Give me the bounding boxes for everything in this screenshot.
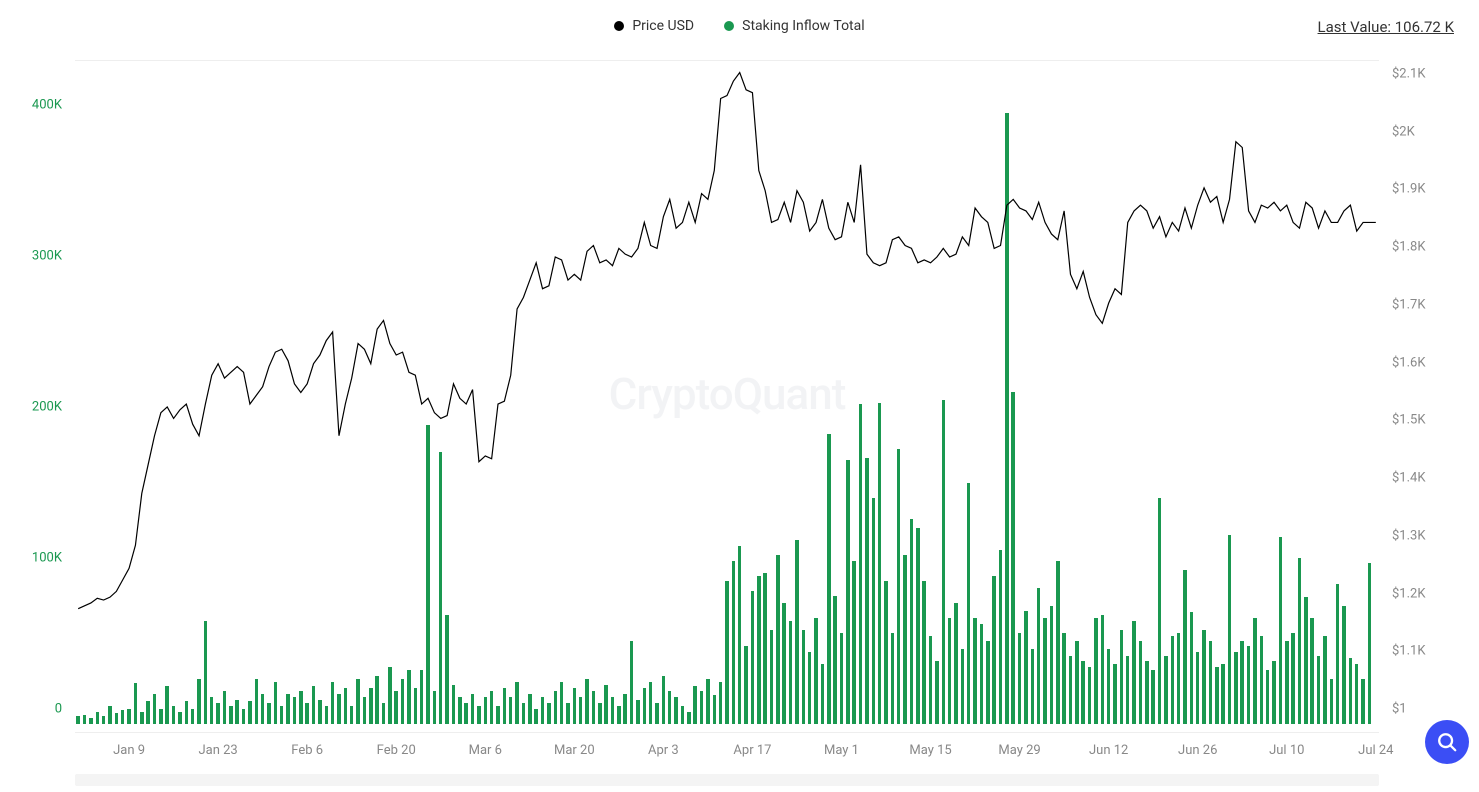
x-tick: Mar 20 — [554, 743, 595, 758]
y-right-tick: $1 — [1392, 702, 1407, 717]
magnifier-icon — [1436, 731, 1458, 753]
x-tick: Jun 26 — [1178, 743, 1217, 758]
y-axis-left: 0 100K 200K 300K 400K — [0, 60, 70, 724]
chart-container: Price USD Staking Inflow Total Last Valu… — [0, 0, 1479, 792]
x-tick: Feb 20 — [377, 743, 416, 758]
y-left-tick: 400K — [32, 98, 62, 113]
x-tick: Jan 23 — [198, 743, 237, 758]
legend-label-price: Price USD — [632, 18, 694, 34]
legend-label-staking: Staking Inflow Total — [742, 18, 865, 34]
y-right-tick: $1.4K — [1392, 471, 1426, 486]
y-left-tick: 100K — [32, 551, 62, 566]
y-right-tick: $2.1K — [1392, 66, 1426, 81]
legend-dot-price — [614, 21, 624, 31]
last-value-label[interactable]: Last Value: 106.72 K — [1318, 18, 1454, 36]
x-tick: Jan 9 — [113, 743, 145, 758]
x-tick: Mar 6 — [469, 743, 502, 758]
y-right-tick: $1.8K — [1392, 240, 1426, 255]
zoom-button[interactable] — [1425, 720, 1469, 764]
legend-dot-staking — [724, 21, 734, 31]
x-tick: Apr 17 — [733, 743, 771, 758]
legend-item-price[interactable]: Price USD — [614, 18, 694, 34]
x-tick: May 29 — [998, 743, 1040, 758]
x-tick: Jun 12 — [1089, 743, 1128, 758]
x-tick: Apr 3 — [648, 743, 679, 758]
range-navigator[interactable] — [75, 774, 1379, 786]
x-tick: May 1 — [824, 743, 859, 758]
x-tick: May 15 — [909, 743, 951, 758]
y-left-tick: 0 — [55, 702, 62, 717]
y-right-tick: $1.6K — [1392, 355, 1426, 370]
y-axis-right: $1 $1.1K $1.2K $1.3K $1.4K $1.5K $1.6K $1.7K $1.… — [1384, 60, 1479, 724]
x-tick: Jul 24 — [1358, 743, 1393, 758]
y-right-tick: $1.5K — [1392, 413, 1426, 428]
legend-item-staking[interactable]: Staking Inflow Total — [724, 18, 865, 34]
x-tick: Feb 6 — [291, 743, 323, 758]
y-left-tick: 300K — [32, 249, 62, 264]
line-series — [75, 61, 1379, 724]
plot-area[interactable]: CryptoQuant — [75, 60, 1379, 724]
legend: Price USD Staking Inflow Total — [0, 18, 1479, 34]
y-right-tick: $1.7K — [1392, 297, 1426, 312]
x-tick: Jul 10 — [1269, 743, 1304, 758]
y-right-tick: $1.1K — [1392, 644, 1426, 659]
y-right-tick: $2K — [1392, 124, 1415, 139]
y-right-tick: $1.2K — [1392, 586, 1426, 601]
y-right-tick: $1.3K — [1392, 528, 1426, 543]
y-left-tick: 200K — [32, 400, 62, 415]
price-line[interactable] — [78, 73, 1376, 609]
y-right-tick: $1.9K — [1392, 182, 1426, 197]
